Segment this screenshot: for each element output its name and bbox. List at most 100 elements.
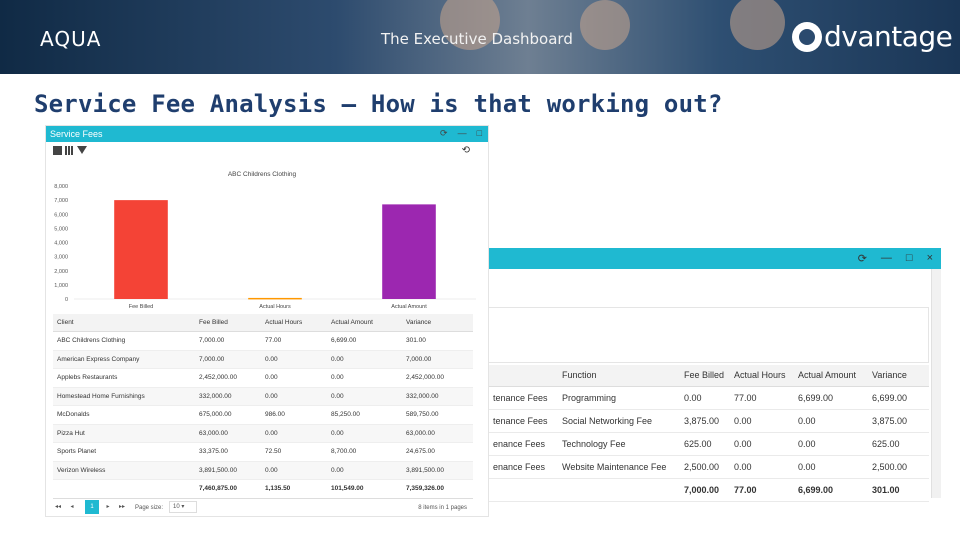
column-header[interactable]: Actual Amount <box>794 365 868 387</box>
x-tick-label: Actual Hours <box>259 304 291 310</box>
current-page-button[interactable]: 1 <box>85 500 99 514</box>
bar-fee-billed[interactable] <box>114 200 168 299</box>
pager: ◂◂ ◂ 1 ▸ ▸▸ Page size: 10 ▾ 8 items in 1… <box>53 500 473 516</box>
table-cell: tenance Fees <box>489 386 558 410</box>
table-row[interactable]: ABC Childrens Clothing 7,000.00 77.00 6,… <box>53 331 473 351</box>
banner-photo-figure <box>580 0 630 50</box>
table-row[interactable]: Applebs Restaurants 2,452,000.00 0.00 0.… <box>53 368 473 388</box>
table-cell: 63,000.00 <box>195 424 261 443</box>
table-cell: 0.00 <box>794 409 868 433</box>
first-page-button[interactable]: ◂◂ <box>54 504 62 510</box>
table-row[interactable]: enance Fees Technology Fee 625.00 0.00 0… <box>489 432 929 456</box>
page-size-label: Page size: <box>135 505 164 511</box>
print-icon[interactable] <box>53 146 62 155</box>
column-header[interactable] <box>489 365 558 387</box>
column-header[interactable]: Variance <box>402 314 473 332</box>
table-header-row: Client Fee Billed Actual Hours Actual Am… <box>53 314 473 332</box>
table-cell: 0.00 <box>327 368 402 388</box>
table-cell: 0.00 <box>261 350 327 369</box>
table-cell: 3,891,500.00 <box>195 461 261 480</box>
table-row[interactable]: Pizza Hut 63,000.00 0.00 0.00 63,000.00 <box>53 424 473 443</box>
table-cell: 0.00 <box>327 424 402 443</box>
close-icon[interactable]: × <box>926 252 933 264</box>
next-page-button[interactable]: ▸ <box>106 504 110 510</box>
table-cell: Applebs Restaurants <box>53 368 195 388</box>
total-cell: 7,000.00 <box>680 478 730 502</box>
table-row[interactable]: tenance Fees Programming 0.00 77.00 6,69… <box>489 386 929 410</box>
maximize-icon[interactable]: □ <box>905 252 913 264</box>
table-cell: 0.00 <box>794 455 868 479</box>
total-cell: 301.00 <box>868 478 929 502</box>
table-row[interactable]: McDonalds 675,000.00 986.00 85,250.00 58… <box>53 405 473 425</box>
table-cell: 3,891,500.00 <box>402 461 473 480</box>
filter-icon[interactable] <box>77 146 87 154</box>
table-cell: 0.00 <box>327 461 402 480</box>
table-row[interactable]: enance Fees Website Maintenance Fee 2,50… <box>489 455 929 479</box>
table-cell: 0.00 <box>261 424 327 443</box>
refresh-icon[interactable]: ⟲ <box>461 145 470 156</box>
page-size-select[interactable]: 10 ▾ <box>169 501 197 513</box>
maximize-icon[interactable]: □ <box>476 128 482 138</box>
y-tick-label: 6,000 <box>54 212 68 218</box>
prev-page-button[interactable]: ◂ <box>70 504 74 510</box>
table-row[interactable]: Verizon Wireless 3,891,500.00 0.00 0.00 … <box>53 461 473 480</box>
table-cell: 2,500.00 <box>680 455 730 479</box>
logo-text: dvantage <box>824 20 953 53</box>
table-cell: 0.00 <box>327 387 402 406</box>
minimize-icon[interactable]: — <box>457 128 467 138</box>
table-cell: Homestead Home Furnishings <box>53 387 195 406</box>
last-page-button[interactable]: ▸▸ <box>118 504 126 510</box>
table-cell: 625.00 <box>680 432 730 456</box>
banner-title: The Executive Dashboard <box>381 30 573 48</box>
table-cell: 2,452,000.00 <box>402 368 473 388</box>
refresh-icon[interactable]: ⟳ <box>857 253 867 265</box>
column-header[interactable]: Fee Billed <box>195 314 261 332</box>
bar-actual-amount[interactable] <box>382 204 436 299</box>
table-row[interactable]: Sports Planet 33,375.00 72.50 8,700.00 2… <box>53 442 473 462</box>
table-cell: Social Networking Fee <box>558 409 680 433</box>
table-row[interactable]: American Express Company 7,000.00 0.00 0… <box>53 350 473 369</box>
brand-name: AQUA <box>40 27 102 51</box>
banner-photo-figure <box>440 0 500 50</box>
function-fees-panel: ⟳ — □ × Function Fee Billed Actual Hours… <box>489 248 941 502</box>
totals-row: 7,000.00 77.00 6,699.00 301.00 <box>489 478 929 502</box>
column-header[interactable]: Variance <box>868 365 929 387</box>
table-cell: 77.00 <box>261 331 327 351</box>
column-header[interactable]: Actual Hours <box>730 365 794 387</box>
table-cell: 7,000.00 <box>402 350 473 369</box>
table-row[interactable]: tenance Fees Social Networking Fee 3,875… <box>489 409 929 433</box>
panel-header: ⟳ — □ × <box>489 248 941 269</box>
totals-row: 7,460,875.00 1,135.50 101,549.00 7,359,3… <box>53 479 473 499</box>
column-header[interactable]: Function <box>558 365 680 387</box>
table-cell: 33,375.00 <box>195 442 261 462</box>
refresh-icon[interactable]: ⟳ <box>440 128 448 138</box>
service-fee-bar-chart: ABC Childrens Clothing 8,000 7,000 6,000 5,… <box>54 171 476 310</box>
table-cell: 0.00 <box>261 368 327 388</box>
total-cell <box>53 479 195 499</box>
table-cell: 85,250.00 <box>327 405 402 425</box>
bar-actual-hours[interactable] <box>248 297 302 300</box>
service-fees-panel: Service Fees ⟳ — □ ⟲ ABC Childrens Cloth… <box>45 125 489 517</box>
function-fees-table: Function Fee Billed Actual Hours Actual … <box>489 365 929 502</box>
table-row[interactable]: Homestead Home Furnishings 332,000.00 0.… <box>53 387 473 406</box>
table-cell: 8,700.00 <box>327 442 402 462</box>
pager-info: 8 items in 1 pages <box>418 505 467 511</box>
table-cell: enance Fees <box>489 432 558 456</box>
table-cell: 301.00 <box>402 331 473 351</box>
table-cell: 0.00 <box>680 386 730 410</box>
minimize-icon[interactable]: — <box>880 252 892 264</box>
column-header[interactable]: Client <box>53 314 195 332</box>
column-header[interactable]: Fee Billed <box>680 365 730 387</box>
y-tick-label: 1,000 <box>54 283 68 289</box>
table-cell: Verizon Wireless <box>53 461 195 480</box>
vertical-scrollbar[interactable] <box>931 269 941 498</box>
column-header[interactable]: Actual Hours <box>261 314 327 332</box>
table-cell: 2,452,000.00 <box>195 368 261 388</box>
x-tick-label: Actual Amount <box>391 304 427 310</box>
grid-icon[interactable] <box>65 146 74 155</box>
column-header[interactable]: Actual Amount <box>327 314 402 332</box>
table-cell: 986.00 <box>261 405 327 425</box>
x-tick-label: Fee Billed <box>129 304 153 310</box>
total-cell <box>558 478 680 502</box>
table-cell: Sports Planet <box>53 442 195 462</box>
